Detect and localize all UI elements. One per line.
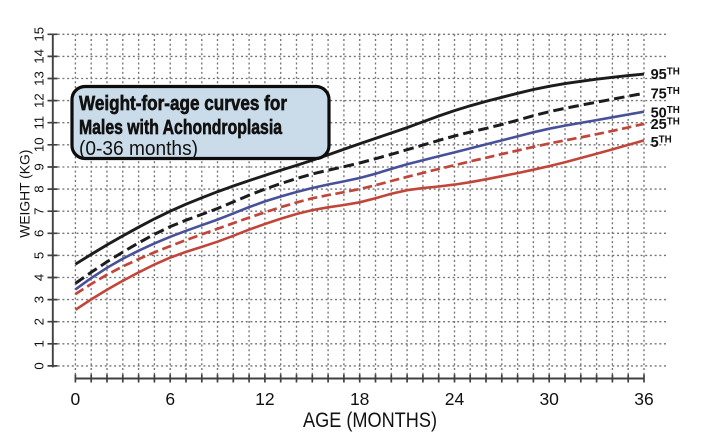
svg-text:75: 75 <box>651 86 667 102</box>
svg-text:TH: TH <box>667 67 680 78</box>
svg-text:WEIGHT (KG): WEIGHT (KG) <box>17 150 33 238</box>
svg-text:10: 10 <box>32 137 47 152</box>
svg-text:TH: TH <box>667 86 680 97</box>
svg-text:5: 5 <box>651 135 659 151</box>
svg-text:TH: TH <box>667 117 680 128</box>
svg-text:12: 12 <box>32 93 47 108</box>
svg-text:5: 5 <box>32 252 47 259</box>
svg-text:36: 36 <box>634 389 653 409</box>
svg-text:2: 2 <box>32 318 47 325</box>
svg-text:Weight-for-age curves for: Weight-for-age curves for <box>79 93 287 115</box>
svg-text:Males with Achondroplasia: Males with Achondroplasia <box>79 117 283 139</box>
svg-text:95: 95 <box>651 67 667 83</box>
svg-text:3: 3 <box>32 296 47 303</box>
svg-text:12: 12 <box>255 389 274 409</box>
svg-text:0: 0 <box>71 389 81 409</box>
svg-text:1: 1 <box>32 340 47 347</box>
svg-text:AGE (MONTHS): AGE (MONTHS) <box>303 409 437 432</box>
svg-text:TH: TH <box>659 135 672 146</box>
svg-text:30: 30 <box>539 389 559 409</box>
svg-text:25: 25 <box>651 117 667 133</box>
svg-text:50: 50 <box>651 105 667 121</box>
svg-text:(0-36 months): (0-36 months) <box>79 138 198 160</box>
svg-text:7: 7 <box>32 208 47 215</box>
svg-text:18: 18 <box>350 389 369 409</box>
svg-text:13: 13 <box>32 71 47 86</box>
svg-text:8: 8 <box>32 185 47 192</box>
svg-text:6: 6 <box>32 230 47 237</box>
svg-text:24: 24 <box>445 389 465 409</box>
svg-text:9: 9 <box>32 163 47 170</box>
svg-text:14: 14 <box>32 49 47 64</box>
svg-text:15: 15 <box>32 27 47 42</box>
svg-text:4: 4 <box>32 274 47 281</box>
svg-text:6: 6 <box>165 389 175 409</box>
svg-text:TH: TH <box>667 105 680 116</box>
svg-text:0: 0 <box>32 362 47 369</box>
svg-text:11: 11 <box>32 116 47 130</box>
